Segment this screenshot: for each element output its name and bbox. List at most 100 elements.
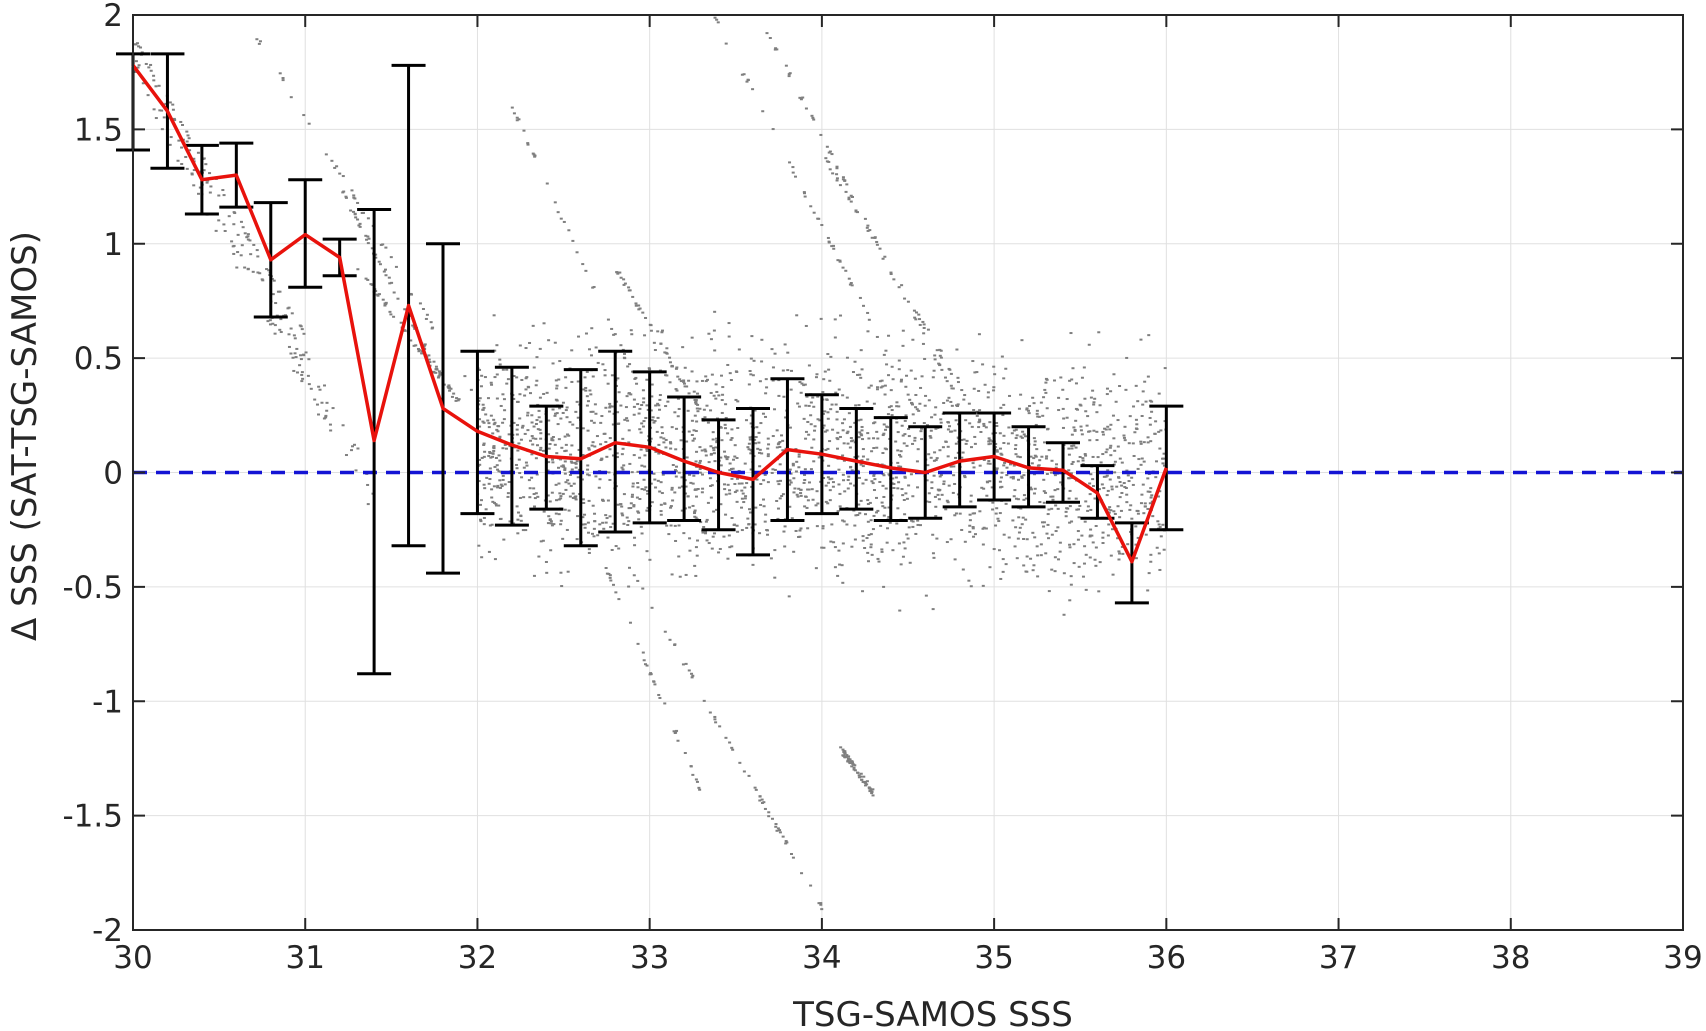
scatter-point	[572, 482, 576, 485]
scatter-point	[956, 403, 960, 406]
scatter-point	[251, 270, 255, 273]
scatter-point	[648, 673, 652, 676]
scatter-point	[437, 375, 441, 378]
scatter-point	[935, 457, 939, 460]
scatter-point	[625, 417, 629, 420]
scatter-point	[758, 448, 762, 451]
scatter-point	[897, 542, 901, 545]
scatter-point	[804, 404, 808, 407]
scatter-point	[918, 402, 922, 405]
scatter-point	[593, 512, 597, 515]
scatter-point	[524, 529, 528, 532]
scatter-point	[865, 780, 869, 783]
scatter-point	[982, 458, 986, 461]
scatter-point	[734, 370, 738, 373]
scatter-point	[1053, 379, 1057, 382]
scatter-point	[709, 409, 713, 412]
scatter-point	[317, 385, 321, 388]
scatter-point	[670, 486, 674, 489]
scatter-point	[935, 349, 939, 352]
scatter-point	[939, 421, 943, 424]
scatter-point	[1147, 572, 1151, 575]
scatter-point	[826, 236, 830, 239]
scatter-point	[547, 433, 551, 436]
scatter-point	[627, 566, 631, 569]
scatter-point	[915, 460, 919, 463]
scatter-point	[898, 609, 902, 612]
scatter-point	[479, 503, 483, 506]
scatter-point	[995, 421, 999, 424]
scatter-point	[1011, 477, 1015, 480]
scatter-point	[299, 358, 303, 361]
scatter-point	[728, 492, 732, 495]
scatter-point	[1128, 415, 1132, 418]
scatter-point	[1058, 541, 1062, 544]
scatter-point	[937, 498, 941, 501]
scatter-point	[522, 129, 526, 132]
scatter-point	[515, 116, 519, 119]
scatter-point	[656, 416, 660, 419]
scatter-point	[606, 536, 610, 539]
scatter-point	[946, 501, 950, 504]
scatter-point	[1125, 469, 1129, 472]
scatter-point	[1114, 400, 1118, 403]
scatter-point	[593, 445, 597, 448]
scatter-point	[487, 482, 491, 485]
scatter-point	[850, 765, 854, 768]
scatter-point	[688, 473, 692, 476]
scatter-point	[1112, 373, 1116, 376]
scatter-point	[492, 423, 496, 426]
scatter-point	[485, 476, 489, 479]
scatter-point	[546, 469, 550, 472]
scatter-point	[1134, 418, 1138, 421]
scatter-point	[988, 439, 992, 442]
scatter-point	[536, 495, 540, 498]
scatter-point	[549, 522, 553, 525]
scatter-point	[1139, 463, 1143, 466]
scatter-point	[815, 373, 819, 376]
scatter-point	[719, 464, 723, 467]
scatter-point	[691, 482, 695, 485]
scatter-point	[826, 481, 830, 484]
scatter-point	[1022, 474, 1026, 477]
scatter-point	[520, 476, 524, 479]
scatter-point	[377, 260, 381, 263]
scatter-point	[1000, 355, 1004, 358]
scatter-point	[713, 460, 717, 463]
scatter-point	[608, 402, 612, 405]
scatter-point	[651, 416, 655, 419]
scatter-point	[676, 415, 680, 418]
scatter-point	[821, 391, 825, 394]
scatter-point	[835, 177, 839, 180]
scatter-point	[708, 477, 712, 480]
scatter-point	[784, 64, 788, 67]
scatter-point	[660, 426, 664, 429]
scatter-point	[653, 478, 657, 481]
scatter-point	[479, 499, 483, 502]
scatter-point	[861, 438, 865, 441]
scatter-point	[533, 154, 537, 157]
scatter-point	[1020, 436, 1024, 439]
scatter-point	[590, 327, 594, 330]
scatter-point	[627, 392, 631, 395]
scatter-point	[1042, 478, 1046, 481]
scatter-point	[566, 479, 570, 482]
scatter-point	[706, 378, 710, 381]
scatter-point	[715, 18, 719, 21]
scatter-point	[681, 663, 685, 666]
scatter-point	[973, 435, 977, 438]
scatter-point	[480, 556, 484, 559]
scatter-point	[841, 266, 845, 269]
scatter-point	[729, 467, 733, 470]
scatter-point	[632, 505, 636, 508]
scatter-point	[859, 376, 863, 379]
scatter-point	[759, 422, 763, 425]
scatter-point	[794, 529, 798, 532]
scatter-point	[333, 166, 337, 169]
scatter-point	[944, 508, 948, 511]
scatter-point	[545, 571, 549, 574]
scatter-point	[712, 394, 716, 397]
scatter-point	[931, 376, 935, 379]
scatter-point	[964, 419, 968, 422]
scatter-point	[1139, 442, 1143, 445]
